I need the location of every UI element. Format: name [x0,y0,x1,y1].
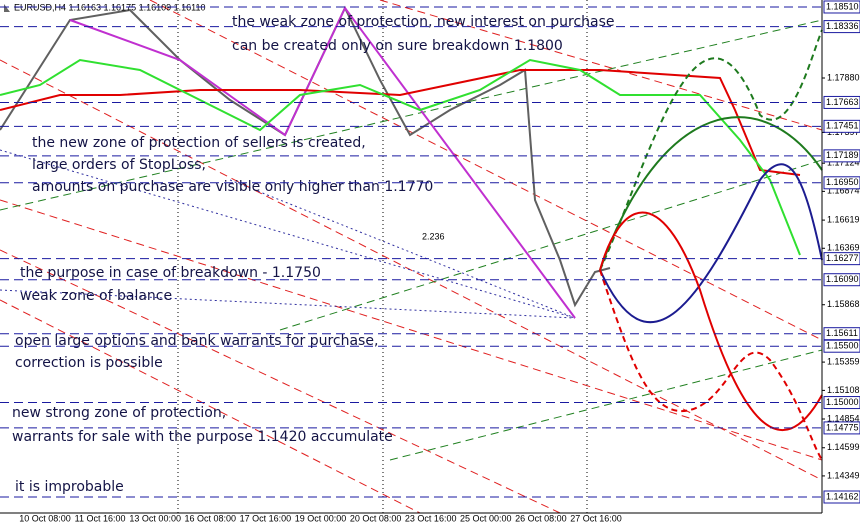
y-tick-label: 1.14599 [827,442,860,452]
fibo-label: 2.236 [422,231,445,241]
annotation: it is improbable [15,479,124,495]
y-tick-label: 1.17880 [827,72,860,82]
level-label: 1.17663 [826,97,859,107]
x-tick-label: 25 Oct 00:00 [460,513,512,523]
x-tick-label: 13 Oct 00:00 [129,513,181,523]
level-label: 1.18510 [826,1,859,11]
x-tick-label: 10 Oct 08:00 [19,513,71,523]
level-box [823,396,860,410]
annotation: the purpose in case of breakdown - 1.175… [20,265,321,281]
level-label: 1.18336 [826,21,859,31]
annotation: can be created only on sure breakdown 1.… [232,38,563,54]
annotation: amounts on purchase are visible only hig… [32,179,433,195]
x-tick-label: 23 Oct 16:00 [405,513,457,523]
level-label: 1.14775 [826,422,859,432]
level-label: 1.15611 [826,328,858,338]
y-tick-label: 1.16619 [827,214,860,224]
level-box [823,490,860,504]
annotation: weak zone of balance [20,288,172,304]
y-tick-label: 1.16369 [827,243,860,253]
x-tick-label: 19 Oct 00:00 [295,513,347,523]
level-box [823,327,860,341]
x-tick-label: 11 Oct 16:00 [75,513,126,523]
drawings [0,0,823,514]
level-label: 1.17451 [826,121,859,131]
x-tick-label: 20 Oct 08:00 [350,513,402,523]
level-label: 1.17189 [826,150,859,160]
y-tick-label: 1.14854 [827,413,860,423]
annotation: the new zone of protection of sellers is… [32,135,366,151]
level-label: 1.16277 [826,253,859,263]
level-box [823,0,860,14]
x-tick-label: 17 Oct 16:00 [240,513,292,523]
level-box [823,149,860,163]
level-box [823,95,860,109]
level-box [823,421,860,435]
level-box [823,119,860,133]
y-tick-label: 1.15868 [827,299,860,309]
annotation: open large options and bank warrants for… [15,333,378,349]
level-label: 1.16090 [826,274,859,284]
y-tick-label: 1.15108 [827,385,860,395]
y-tick-label: 1.17124 [827,158,860,168]
y-tick-label: 1.14349 [827,470,860,480]
level-label: 1.14162 [826,491,859,501]
annotation: large orders of StopLoss, [32,157,206,173]
x-tick-label: 16 Oct 08:00 [185,513,237,523]
level-label: 1.16950 [826,177,859,187]
level-box [823,273,860,287]
level-box [823,176,860,190]
level-box [823,339,860,353]
x-tick-label: 27 Oct 16:00 [570,513,622,523]
y-tick-label: 1.16874 [827,186,860,196]
x-tick-label: 26 Oct 08:00 [515,513,567,523]
y-tick-label: 1.15359 [827,356,860,366]
annotation: warrants for sale with the purpose 1.142… [12,429,393,445]
level-label: 1.15500 [826,341,859,351]
level-box [823,252,860,266]
level-label: 1.15000 [826,397,859,407]
annotation: the weak zone of protection, new interes… [232,14,615,30]
annotation: new strong zone of protection, [12,405,226,421]
symbol-header: EURUSD,H4 1.16163 1.16175 1.16109 1.1611… [14,2,205,12]
level-box [823,20,860,34]
annotation: correction is possible [15,355,163,371]
